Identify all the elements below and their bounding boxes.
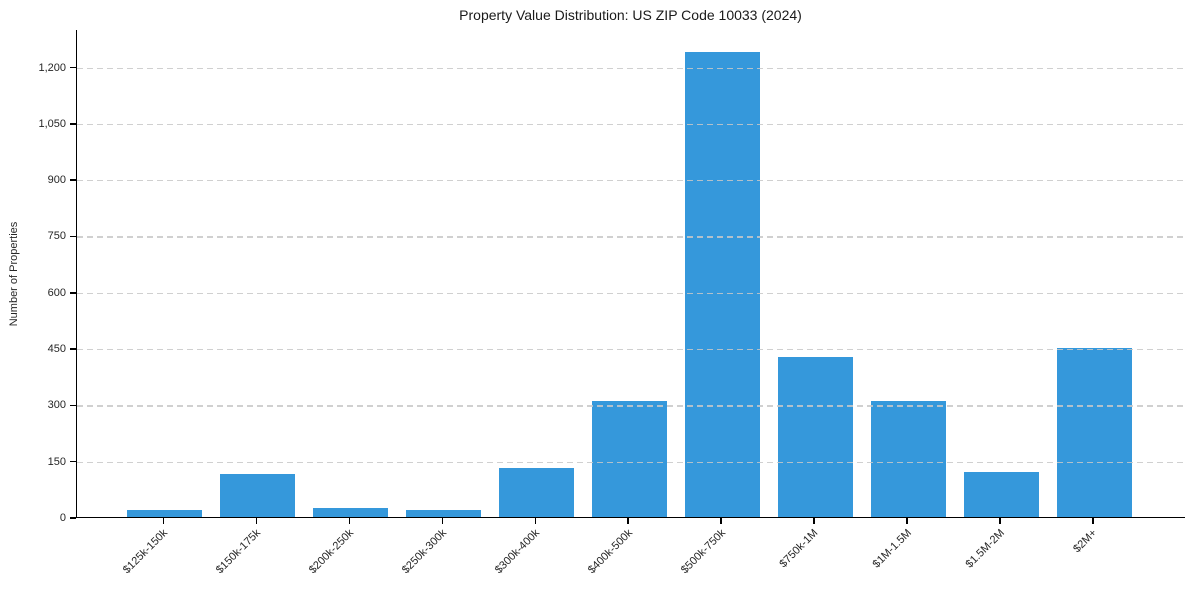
y-tick-mark: [70, 291, 76, 294]
bar: [870, 400, 946, 517]
bar: [498, 468, 574, 517]
gridline: [77, 236, 1185, 238]
y-tick-mark: [70, 404, 76, 407]
x-tick-mark: [1092, 518, 1094, 524]
bar: [219, 473, 295, 517]
y-tick-label: 150: [47, 455, 66, 468]
gridline: [77, 67, 1185, 69]
bar: [963, 471, 1039, 517]
x-tick-mark: [999, 518, 1001, 524]
x-tick-mark: [720, 518, 722, 524]
x-tick-mark: [348, 518, 351, 524]
chart-title: Property Value Distribution: US ZIP Code…: [459, 7, 802, 23]
gridline: [77, 180, 1185, 182]
gridline: [77, 123, 1185, 126]
bar: [1056, 348, 1132, 517]
y-tick-mark: [70, 517, 76, 519]
bar: [777, 357, 853, 517]
bar: [127, 509, 202, 517]
x-tick-mark: [534, 518, 537, 524]
x-tick-mark: [255, 518, 258, 524]
y-tick-label: 300: [47, 399, 66, 412]
gridline: [77, 349, 1185, 351]
y-tick-label: 900: [47, 174, 66, 187]
y-tick-mark: [70, 66, 76, 69]
y-tick-mark: [70, 348, 76, 350]
y-tick-mark: [70, 235, 76, 238]
y-tick-mark: [70, 460, 76, 463]
y-tick-label: 1,050: [38, 117, 66, 130]
gridline: [77, 405, 1185, 407]
bar: [312, 507, 388, 517]
gridline: [77, 461, 1185, 463]
bar: [591, 400, 667, 517]
x-tick-mark: [627, 518, 630, 524]
x-tick-mark: [162, 518, 165, 524]
y-tick-label: 1,200: [38, 61, 66, 74]
y-tick-mark: [70, 179, 76, 181]
x-tick-mark: [441, 518, 444, 524]
gridline: [77, 292, 1185, 294]
y-tick-label: 600: [47, 286, 66, 299]
plot-area: [76, 30, 1185, 518]
bar: [684, 51, 760, 517]
x-tick-mark: [906, 518, 908, 524]
y-tick-mark: [70, 123, 76, 125]
bar: [405, 509, 481, 517]
y-tick-label: 0: [59, 512, 66, 524]
x-tick-mark: [813, 518, 815, 524]
y-tick-label: 750: [47, 230, 66, 243]
y-tick-label: 450: [47, 343, 66, 356]
